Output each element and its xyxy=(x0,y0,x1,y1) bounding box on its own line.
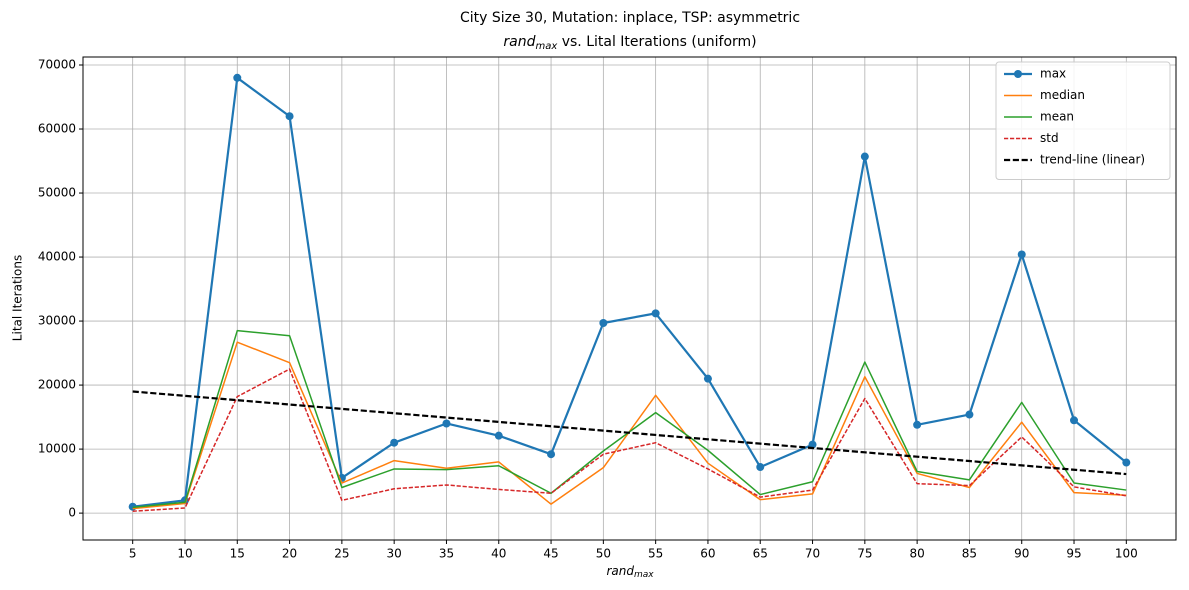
subtitle-base: rand xyxy=(503,34,535,50)
legend-marker xyxy=(1014,70,1022,78)
legend-label: max xyxy=(1040,67,1066,81)
legend-label: trend-line (linear) xyxy=(1040,153,1145,167)
series-marker xyxy=(1017,250,1026,259)
x-tick-label: 5 xyxy=(129,547,137,561)
series-marker xyxy=(1070,416,1079,425)
x-tick-label: 60 xyxy=(700,547,715,561)
series-marker xyxy=(494,431,503,440)
y-tick-label: 40000 xyxy=(38,250,76,264)
legend-label: mean xyxy=(1040,110,1074,124)
x-tick-label: 95 xyxy=(1066,547,1081,561)
x-tick-label: 55 xyxy=(648,547,663,561)
series-marker xyxy=(651,309,660,318)
legend: max median mean std trend-line (linear) xyxy=(995,61,1171,180)
series-marker xyxy=(285,112,294,121)
series-marker xyxy=(703,374,712,383)
series-line xyxy=(132,390,1127,476)
series-line xyxy=(132,329,1127,509)
x-tick-label: 65 xyxy=(753,547,768,561)
x-tick-label: 30 xyxy=(387,547,402,561)
x-tick-label: 15 xyxy=(230,547,245,561)
legend-label: std xyxy=(1040,131,1059,145)
y-tick-label: 70000 xyxy=(38,58,76,72)
legend-label: median xyxy=(1040,88,1085,102)
series-marker xyxy=(1122,458,1131,467)
legend-box xyxy=(995,61,1171,180)
series-marker xyxy=(808,440,817,449)
x-tick-label: 85 xyxy=(962,547,977,561)
x-tick-label: 25 xyxy=(334,547,349,561)
series-marker xyxy=(442,419,451,428)
series-marker xyxy=(233,73,242,82)
y-axis-label: Lital Iterations xyxy=(11,255,25,341)
xlabel-sub: max xyxy=(634,570,654,580)
series-marker xyxy=(913,420,922,429)
y-tick-label: 0 xyxy=(68,506,76,520)
x-axis-label: randmax xyxy=(606,564,654,580)
x-tick-label: 90 xyxy=(1014,547,1029,561)
chart-title: City Size 30, Mutation: inplace, TSP: as… xyxy=(460,10,800,26)
xlabel-base: rand xyxy=(606,564,634,578)
x-tick-label: 45 xyxy=(543,547,558,561)
y-tick-label: 60000 xyxy=(38,122,76,136)
x-tick-label: 10 xyxy=(177,547,192,561)
y-tick-label: 50000 xyxy=(38,186,76,200)
series-marker xyxy=(756,463,765,472)
series-marker xyxy=(860,152,869,161)
x-tick-label: 80 xyxy=(909,547,924,561)
plot-frame xyxy=(82,56,1177,541)
series-marker xyxy=(390,438,399,447)
chart-subtitle: randmax vs. Lital Iterations (uniform) xyxy=(503,34,756,52)
y-tick-label: 10000 xyxy=(38,442,76,456)
x-tick-label: 75 xyxy=(857,547,872,561)
x-tick-label: 70 xyxy=(805,547,820,561)
series-marker xyxy=(965,410,974,419)
subtitle-sub: max xyxy=(535,41,557,52)
series-line xyxy=(132,341,1127,510)
x-tick-label: 40 xyxy=(491,547,506,561)
series-marker xyxy=(547,450,556,459)
y-tick-label: 20000 xyxy=(38,378,76,392)
x-tick-label: 100 xyxy=(1115,547,1138,561)
series-line xyxy=(132,368,1127,512)
series-line xyxy=(132,76,1128,508)
series-marker xyxy=(599,318,608,327)
subtitle-rest: vs. Lital Iterations (uniform) xyxy=(557,34,756,50)
x-tick-label: 20 xyxy=(282,547,297,561)
x-tick-label: 50 xyxy=(596,547,611,561)
y-tick-label: 30000 xyxy=(38,314,76,328)
x-tick-label: 35 xyxy=(439,547,454,561)
